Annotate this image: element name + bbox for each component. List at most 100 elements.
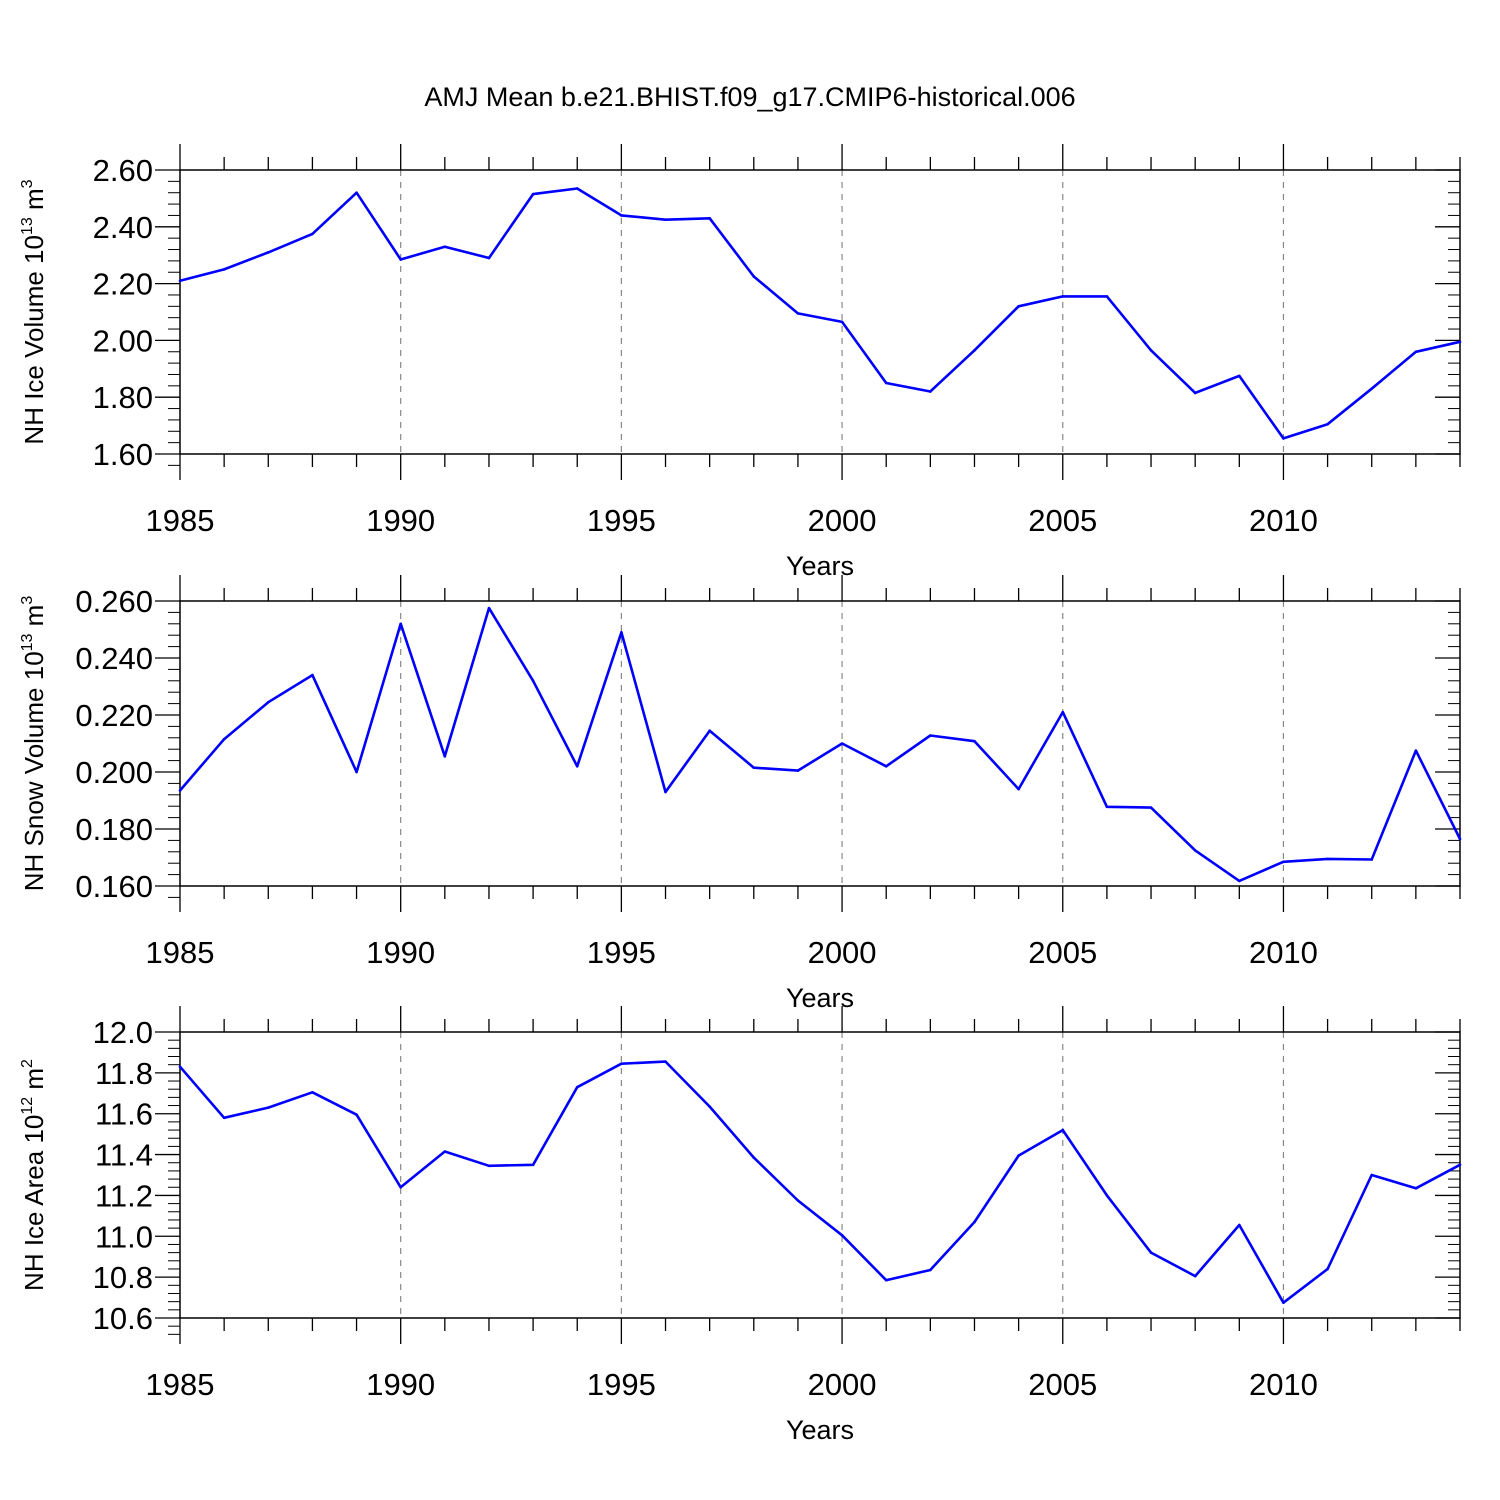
data-point	[929, 734, 932, 737]
data-point	[443, 1150, 447, 1153]
y-axis-label: NH Snow Volume 1013 m3	[19, 596, 49, 892]
chart-panel-3: 1985 1990 1995 2000 2005 2010 10.6 10.8 11.0 11.2…	[19, 1006, 1462, 1445]
x-tick-label: 2000	[808, 503, 877, 538]
y-axis-label: NH Ice Volume 1013 m3	[19, 179, 49, 444]
x-axis-label: Years	[786, 983, 854, 1013]
data-point	[1193, 391, 1197, 395]
data-point	[708, 1105, 711, 1108]
data-point	[399, 258, 402, 261]
y-tick-label: 11.2	[95, 1178, 153, 1213]
x-tick-label: 1985	[146, 503, 215, 538]
x-tick-label: 2005	[1028, 935, 1097, 970]
data-point	[178, 789, 182, 792]
y-tick-label: 1.80	[93, 380, 153, 415]
data-point	[575, 187, 579, 190]
data-point	[399, 622, 402, 626]
chart-panels: 1985 1990 1995 2000 2005 2010 1.60 1.80 2.00 2.20…	[19, 144, 1462, 1445]
data-point	[355, 770, 358, 774]
data-point	[1105, 1194, 1109, 1197]
y-tick-label: 10.8	[93, 1260, 153, 1295]
y-axis-label-text: m	[19, 188, 49, 217]
data-point	[1017, 305, 1020, 308]
data-point	[531, 1163, 535, 1167]
data-point	[1238, 1223, 1241, 1227]
data-point	[1238, 879, 1241, 883]
x-tick-label: 2010	[1249, 503, 1318, 538]
data-point	[222, 268, 226, 271]
y-tick-label: 0.160	[75, 869, 153, 904]
data-point	[443, 755, 447, 758]
y-tick-label: 0.180	[75, 812, 153, 847]
data-point	[1414, 350, 1418, 354]
y-tick-label: 2.20	[93, 267, 153, 302]
x-tick-label: 1995	[587, 935, 656, 970]
data-point	[575, 765, 579, 768]
data-point	[487, 1164, 491, 1168]
y-tick-label: 2.00	[93, 323, 153, 358]
data-point	[973, 739, 976, 743]
data-point	[575, 1085, 579, 1089]
plot-frame	[179, 169, 1461, 455]
data-point	[796, 1199, 800, 1202]
y-tick-label: 0.260	[75, 584, 153, 619]
data-point	[311, 232, 314, 236]
data-point	[840, 742, 844, 745]
x-tick-label: 1995	[587, 503, 656, 538]
data-point	[1370, 1173, 1374, 1177]
data-point	[443, 245, 447, 248]
y-axis-label: NH Ice Area 1012 m2	[19, 1059, 49, 1291]
y-axis-label-text: m	[19, 605, 49, 634]
data-point	[1061, 295, 1065, 298]
data-point	[1238, 374, 1241, 378]
y-axis-label-superscript: 3	[19, 179, 36, 188]
data-point	[1061, 1128, 1065, 1132]
data-point	[1326, 422, 1329, 426]
data-point	[531, 679, 535, 683]
data-point	[884, 765, 888, 768]
x-tick-label: 2010	[1249, 935, 1318, 970]
x-axis-label: Years	[786, 1415, 854, 1445]
data-point	[1326, 1267, 1329, 1271]
data-point	[1193, 1274, 1197, 1278]
data-point	[1370, 858, 1374, 861]
y-tick-label: 11.8	[95, 1056, 153, 1091]
data-point	[311, 673, 314, 677]
y-tick-label: 1.60	[93, 437, 153, 472]
x-tick-label: 1985	[146, 935, 215, 970]
data-point	[1193, 849, 1197, 852]
data-point	[1149, 1251, 1153, 1254]
x-tick-label: 2010	[1249, 1367, 1318, 1402]
plot-frame	[179, 1031, 1461, 1319]
y-axis-label-text: NH Snow Volume 10	[19, 651, 49, 891]
data-point	[222, 737, 226, 741]
chart-panel-1: 1985 1990 1995 2000 2005 2010 1.60 1.80 2.00 2.20…	[19, 144, 1462, 581]
data-point	[620, 631, 623, 634]
data-point	[178, 1065, 182, 1069]
data-point	[884, 1278, 888, 1282]
series-line	[179, 1060, 1461, 1304]
y-tick-label: 12.0	[93, 1015, 153, 1050]
data-point	[355, 191, 358, 195]
x-tick-label: 1995	[587, 1367, 656, 1402]
y-axis-label-text: NH Ice Area 10	[19, 1115, 49, 1291]
x-tick-label: 2000	[808, 935, 877, 970]
x-tick-label: 2005	[1028, 1367, 1097, 1402]
y-axis-label-text: m	[19, 1068, 49, 1097]
plot-frame	[179, 600, 1461, 887]
data-point	[840, 1233, 844, 1237]
y-tick-label: 11.0	[95, 1219, 153, 1254]
y-tick-label: 10.6	[93, 1301, 153, 1336]
data-point	[929, 390, 932, 393]
data-point	[178, 279, 182, 283]
data-point	[311, 1090, 314, 1094]
data-point	[1017, 1154, 1020, 1157]
data-point	[266, 700, 270, 704]
data-point	[664, 790, 667, 794]
y-tick-label: 2.60	[93, 153, 153, 188]
data-point	[1458, 1163, 1462, 1167]
y-tick-label: 0.220	[75, 698, 153, 733]
x-tick-label: 2000	[808, 1367, 877, 1402]
data-point	[1370, 387, 1374, 390]
data-point	[1105, 295, 1109, 298]
x-tick-label: 2005	[1028, 503, 1097, 538]
